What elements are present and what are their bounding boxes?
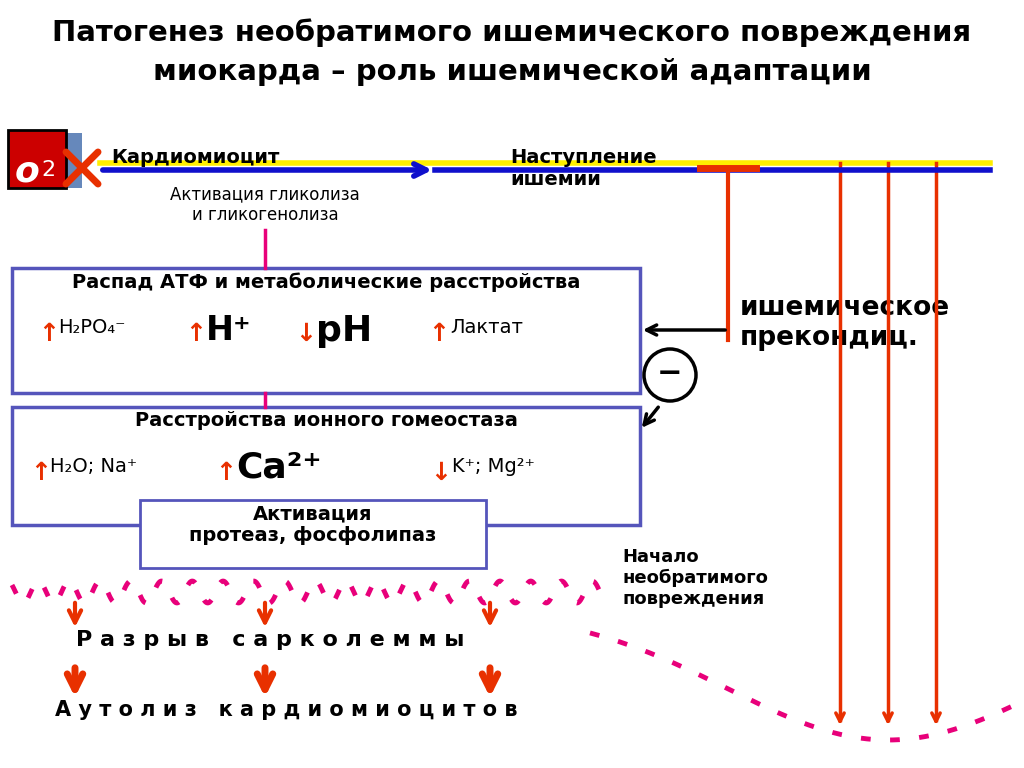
FancyBboxPatch shape xyxy=(140,500,486,568)
FancyBboxPatch shape xyxy=(34,133,82,188)
Text: ↑: ↑ xyxy=(30,461,51,485)
Text: H⁺: H⁺ xyxy=(206,314,252,347)
Text: Активация
протеаз, фосфолипаз: Активация протеаз, фосфолипаз xyxy=(189,504,436,545)
Text: H₂O; Na⁺: H₂O; Na⁺ xyxy=(50,457,137,476)
FancyBboxPatch shape xyxy=(14,133,66,183)
Text: H₂PO₄⁻: H₂PO₄⁻ xyxy=(58,318,125,337)
Text: Начало
необратимого
повреждения: Начало необратимого повреждения xyxy=(622,548,768,607)
Text: Распад АТФ и метаболические расстройства: Распад АТФ и метаболические расстройства xyxy=(72,272,581,292)
Text: ↑: ↑ xyxy=(185,322,206,346)
Text: ишемическое
прекондиц.: ишемическое прекондиц. xyxy=(740,295,950,351)
Text: Кардиомиоцит: Кардиомиоцит xyxy=(111,148,280,167)
FancyBboxPatch shape xyxy=(12,268,640,393)
FancyBboxPatch shape xyxy=(8,130,66,188)
Text: ↑: ↑ xyxy=(38,322,59,346)
Text: pH: pH xyxy=(316,314,373,348)
Text: 2: 2 xyxy=(41,160,55,180)
Text: Патогенез необратимого ишемического повреждения: Патогенез необратимого ишемического повр… xyxy=(52,18,972,47)
Text: Лактат: Лактат xyxy=(450,318,523,337)
Text: Активация гликолиза
и гликогенолиза: Активация гликолиза и гликогенолиза xyxy=(170,185,359,223)
Text: Р а з р ы в   с а р к о л е м м ы: Р а з р ы в с а р к о л е м м ы xyxy=(76,630,464,650)
Text: K⁺; Mg²⁺: K⁺; Mg²⁺ xyxy=(452,457,535,476)
Text: А у т о л и з   к а р д и о м и о ц и т о в: А у т о л и з к а р д и о м и о ц и т о … xyxy=(55,700,517,720)
Text: Ca²⁺: Ca²⁺ xyxy=(236,451,322,485)
Text: Наступление
ишемии: Наступление ишемии xyxy=(510,148,656,189)
Text: миокарда – роль ишемической адаптации: миокарда – роль ишемической адаптации xyxy=(153,58,871,86)
Text: −: − xyxy=(657,359,683,388)
Text: ↑: ↑ xyxy=(428,322,449,346)
Text: ↑: ↑ xyxy=(215,461,236,485)
FancyBboxPatch shape xyxy=(12,407,640,525)
Text: o: o xyxy=(14,155,40,189)
Text: Расстройства ионного гомеостаза: Расстройства ионного гомеостаза xyxy=(134,411,517,430)
Text: ↓: ↓ xyxy=(295,322,316,346)
Text: ↓: ↓ xyxy=(430,461,451,485)
